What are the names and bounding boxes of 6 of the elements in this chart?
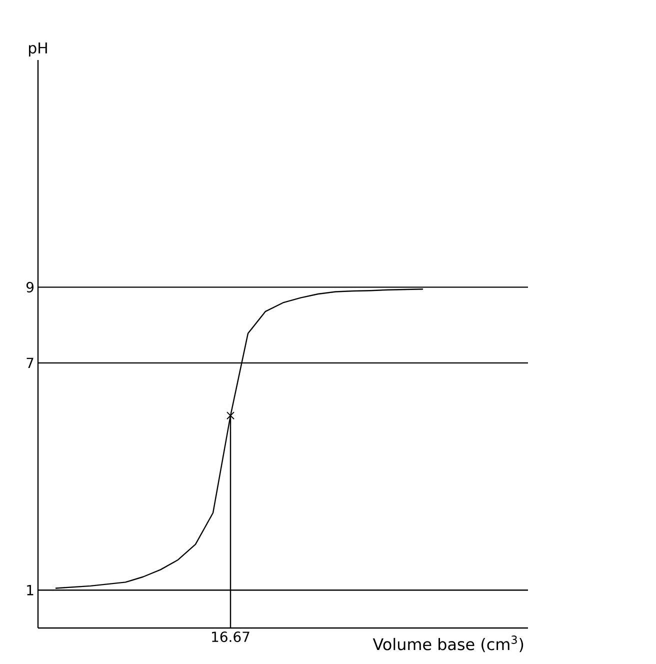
y-axis-title: pH (28, 42, 47, 56)
y-tick-label: 9 (26, 282, 34, 292)
y-tick-label: 1 (27, 585, 34, 596)
x-axis-title: Volume base (cm$^{3}$) (372, 636, 524, 652)
y-tick-label: 7 (26, 358, 34, 368)
x-tick-label: 16.67 (212, 632, 250, 642)
